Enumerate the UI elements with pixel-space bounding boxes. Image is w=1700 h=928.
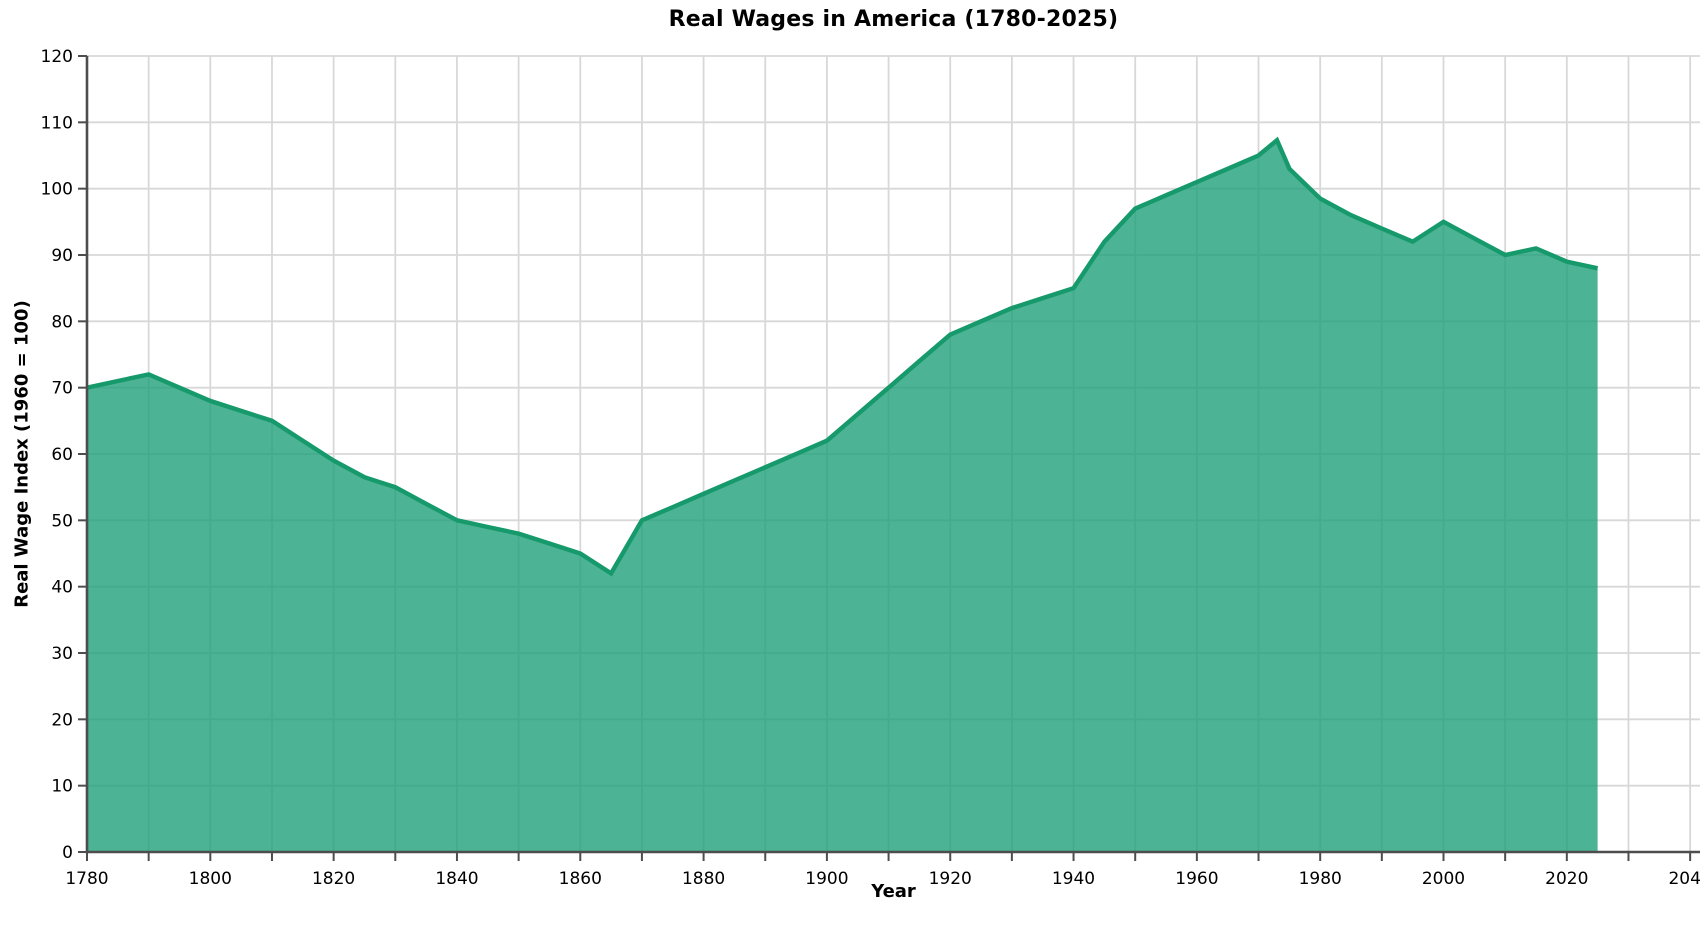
y-tick-label: 100 <box>41 180 73 200</box>
y-tick-label: 30 <box>51 644 73 664</box>
y-tick-label: 50 <box>51 511 73 531</box>
x-tick-label: 1780 <box>65 869 108 889</box>
y-tick-label: 0 <box>62 843 73 863</box>
y-tick-label: 80 <box>51 312 73 332</box>
x-tick-label: 1880 <box>682 869 725 889</box>
x-tick-label: 1840 <box>435 869 478 889</box>
x-tick-label: 1800 <box>189 869 232 889</box>
chart-title: Real Wages in America (1780-2025) <box>668 7 1119 32</box>
y-tick-label: 10 <box>51 777 73 797</box>
x-tick-label: 2000 <box>1422 869 1465 889</box>
area-series <box>87 140 1598 852</box>
x-tick-label: 1820 <box>312 869 355 889</box>
y-tick-label: 90 <box>51 246 73 266</box>
x-ticks <box>86 852 1692 861</box>
y-tick-labels: 0 10 20 30 40 50 60 70 80 90 100 110 120 <box>41 47 73 863</box>
x-tick-label: 1860 <box>559 869 602 889</box>
line-series <box>86 136 1599 577</box>
y-tick-label: 70 <box>51 379 73 399</box>
y-tick-label: 40 <box>51 578 73 598</box>
x-axis-label: Year <box>871 881 916 902</box>
x-tick-label: 1920 <box>929 869 972 889</box>
y-tick-label: 110 <box>41 113 73 133</box>
y-tick-label: 60 <box>51 445 73 465</box>
x-tick-labels: 1780 1800 1820 1840 1860 1880 1900 1920 1940 1960… <box>65 869 1700 889</box>
x-tick-label: 2020 <box>1545 869 1588 889</box>
x-tick-label: 1980 <box>1299 869 1342 889</box>
y-tick-label: 20 <box>51 710 73 730</box>
y-ticks <box>78 55 87 853</box>
y-tick-label: 120 <box>41 47 73 67</box>
x-tick-label: 1900 <box>805 869 848 889</box>
x-tick-label: 1960 <box>1175 869 1218 889</box>
y-axis-label: Real Wage Index (1960 = 100) <box>11 300 33 608</box>
x-tick-label: 1940 <box>1052 869 1095 889</box>
